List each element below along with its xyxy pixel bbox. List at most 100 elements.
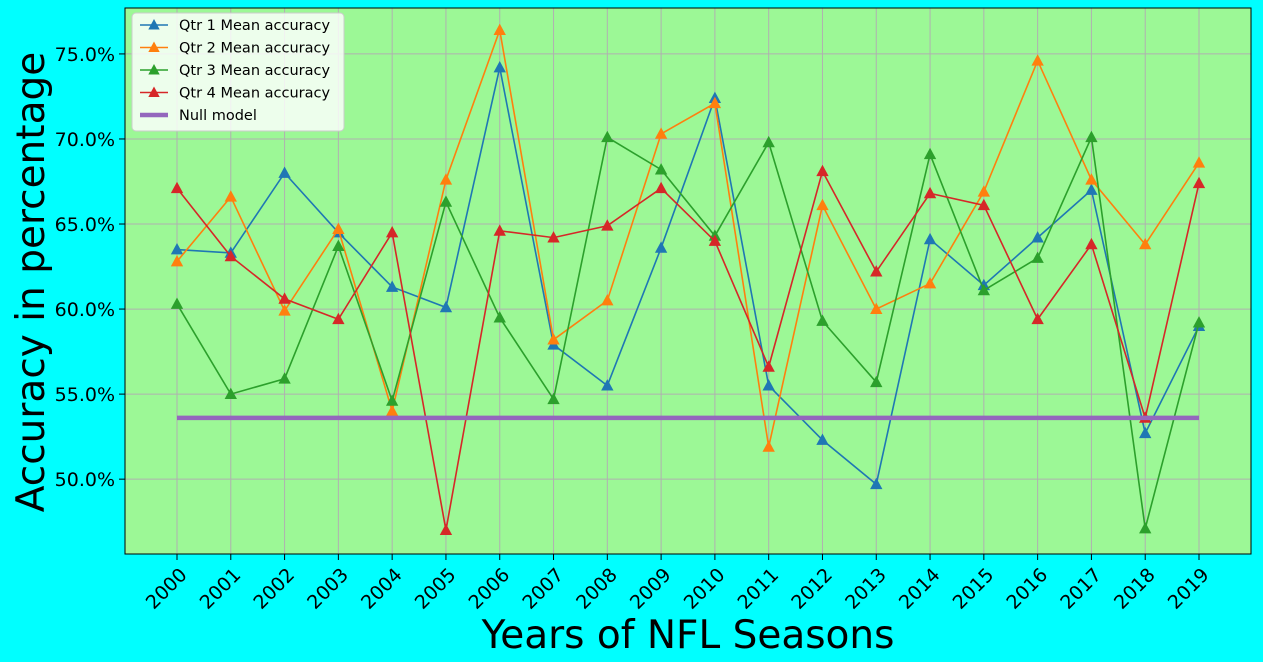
x-axis-ticks: 2000 2001 2002 2003 2004 2005 2006 2007 2008 2009…	[142, 554, 1214, 614]
data-point	[1139, 426, 1152, 439]
x-tick-label: 2004	[357, 564, 407, 614]
data-point	[1192, 156, 1206, 168]
data-point	[977, 283, 991, 296]
x-tick-label: 2002	[249, 564, 299, 614]
x-tick-label: 2006	[465, 564, 515, 614]
series-line	[176, 26, 1200, 448]
data-point	[708, 234, 722, 246]
legend-marker	[148, 86, 160, 97]
data-point	[816, 198, 829, 211]
data-point	[1192, 176, 1206, 189]
data-point	[385, 394, 399, 406]
data-point	[762, 135, 775, 148]
data-point	[439, 195, 453, 207]
data-point	[547, 333, 560, 345]
data-point	[923, 147, 937, 160]
series-line	[176, 169, 1200, 531]
data-point	[762, 360, 775, 372]
data-point	[1085, 237, 1098, 250]
data-point	[1085, 173, 1098, 185]
y-tick-label: 60.0%	[55, 299, 115, 321]
legend-label: Qtr 1 Mean accuracy	[179, 18, 330, 34]
y-tick-label: 50.0%	[55, 469, 115, 491]
data-point	[1031, 251, 1044, 263]
data-point	[923, 232, 937, 245]
data-point	[170, 254, 184, 267]
y-tick-label: 75.0%	[55, 44, 115, 66]
legend-marker	[148, 19, 160, 30]
data-point	[816, 314, 829, 326]
series-3	[170, 130, 1206, 534]
x-tick-label: 2013	[841, 564, 891, 614]
data-point	[170, 181, 184, 194]
data-point	[1085, 130, 1098, 143]
x-tick-label: 2007	[518, 564, 568, 614]
legend-label: Qtr 3 Mean accuracy	[179, 63, 330, 79]
data-point	[332, 312, 345, 325]
data-point	[278, 372, 291, 384]
x-tick-label: 2018	[1110, 564, 1160, 614]
data-point	[870, 265, 883, 277]
x-tick-label: 2008	[572, 564, 622, 614]
x-tick-label: 2003	[303, 564, 353, 614]
legend-item: Qtr 3 Mean accuracy	[140, 63, 330, 79]
data-point	[762, 440, 775, 452]
data-point	[870, 375, 883, 388]
data-point	[654, 241, 668, 253]
x-tick-label: 2012	[787, 564, 837, 614]
y-tick-label: 65.0%	[55, 214, 115, 236]
series-line	[176, 134, 1200, 529]
data-point	[601, 294, 614, 306]
data-point	[762, 379, 775, 391]
data-point	[977, 185, 991, 197]
data-point	[547, 231, 560, 243]
legend-label: Null model	[179, 108, 257, 124]
data-point	[1192, 316, 1206, 328]
data-point	[1085, 183, 1098, 195]
data-point	[923, 277, 937, 289]
data-point	[493, 311, 506, 323]
y-tick-label: 70.0%	[55, 129, 115, 151]
data-point	[654, 163, 668, 175]
data-point	[439, 523, 453, 536]
data-point	[1139, 521, 1152, 534]
x-tick-label: 2001	[196, 564, 246, 614]
x-tick-label: 2010	[680, 564, 730, 614]
legend-marker	[148, 41, 160, 52]
data-point	[1031, 312, 1044, 325]
legend-label: Qtr 2 Mean accuracy	[179, 41, 330, 57]
y-tick-label: 55.0%	[55, 384, 115, 406]
data-point	[923, 186, 937, 199]
plot-frame	[124, 7, 1252, 555]
data-point	[654, 181, 668, 194]
data-point	[332, 239, 345, 252]
legend-item: Qtr 2 Mean accuracy	[140, 41, 330, 57]
x-tick-label: 2009	[626, 564, 676, 614]
y-axis-ticks: 50.0% 55.0% 60.0% 65.0% 70.0% 75.0%	[55, 44, 125, 491]
data-point	[170, 297, 184, 309]
legend-box	[131, 12, 345, 132]
x-tick-label: 2017	[1056, 564, 1106, 614]
data-point	[601, 379, 614, 391]
series-layer	[170, 23, 1206, 536]
data-point	[601, 130, 614, 143]
x-tick-label: 2014	[895, 564, 945, 614]
x-tick-label: 2000	[142, 564, 192, 614]
data-point	[654, 127, 668, 139]
x-tick-label: 2011	[733, 564, 783, 614]
data-point	[224, 387, 237, 399]
x-tick-label: 2015	[949, 564, 999, 614]
data-point	[278, 292, 291, 304]
data-point	[493, 61, 506, 73]
series-2	[170, 23, 1206, 452]
data-point	[547, 392, 560, 405]
series-line	[176, 67, 1200, 486]
legend-label: Qtr 4 Mean accuracy	[179, 86, 330, 102]
legend-item: Qtr 4 Mean accuracy	[140, 86, 330, 102]
data-point	[439, 173, 453, 185]
data-point	[1139, 237, 1152, 250]
data-point	[977, 198, 991, 211]
data-point	[385, 404, 399, 416]
data-point	[601, 219, 614, 231]
